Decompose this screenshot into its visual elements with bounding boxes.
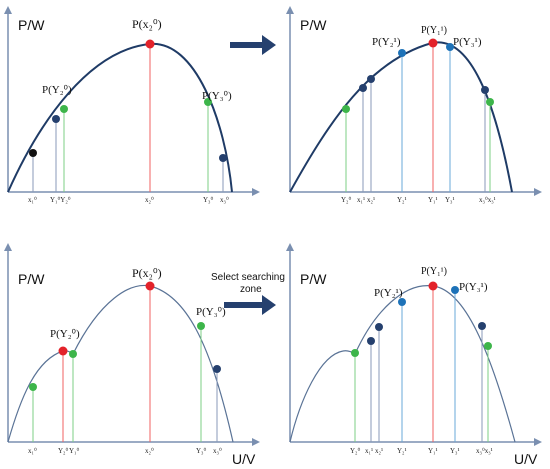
point-y1-red bbox=[428, 281, 438, 291]
point-x3-old-navy bbox=[478, 322, 486, 330]
label-peak: P(Y₁¹) bbox=[421, 266, 447, 277]
point-x2-red bbox=[145, 281, 155, 291]
tick-y1: Y₁¹ bbox=[428, 447, 438, 455]
tick-y2: Y₂⁰ bbox=[58, 447, 68, 455]
label-right: P(Y₃¹) bbox=[459, 281, 488, 293]
tick-x3: x₃⁰ bbox=[213, 447, 222, 455]
label-peak: P(x₂⁰) bbox=[132, 266, 162, 280]
y-axis-label: P/W bbox=[300, 271, 327, 287]
point-x2-navy bbox=[375, 323, 383, 331]
label-left: P(Y₂⁰) bbox=[50, 328, 80, 340]
transition-arrow-bottom bbox=[224, 295, 276, 315]
transition-arrow-top bbox=[230, 35, 276, 55]
point-y2-red bbox=[58, 346, 68, 356]
point-y1-navy bbox=[52, 115, 60, 123]
panel-top-right: P/W P(Y₁¹) P(Y₂¹) P(Y₃¹) Y₂⁰ x₁¹ x₂¹ Y₂¹… bbox=[286, 6, 542, 204]
point-x3-navy bbox=[219, 154, 227, 162]
point-y2-green bbox=[60, 105, 68, 113]
tick-x2: x₂⁰ bbox=[145, 196, 154, 204]
label-peak: P(Y₁¹) bbox=[421, 25, 447, 36]
tick-y2: Y₂¹ bbox=[397, 447, 407, 455]
tick-y1: Y₁¹ bbox=[428, 196, 438, 204]
tick-y2-old: Y₂⁰ bbox=[350, 447, 360, 455]
point-x2-navy bbox=[367, 75, 375, 83]
point-y1-red bbox=[428, 38, 438, 48]
label-peak: P(x₂⁰) bbox=[132, 17, 162, 31]
panel-top-left: P/W P(x₂⁰) P(Y₂⁰) P(Y₃⁰) x₁⁰ Y₁⁰Y₂⁰ x₂⁰ … bbox=[4, 6, 260, 204]
arrow-caption-line2: zone bbox=[240, 284, 262, 295]
tick-x3: x₃⁰ bbox=[220, 196, 229, 204]
tick-x3: x₃⁰x₃¹ bbox=[479, 196, 496, 204]
point-x1-black bbox=[29, 149, 37, 157]
tick-x2: x₂¹ bbox=[375, 447, 383, 455]
point-x1-navy bbox=[367, 337, 375, 345]
tick-x2: x₂⁰ bbox=[145, 447, 154, 455]
point-y3-blue bbox=[446, 43, 454, 51]
tick-y1: Y₁⁰ bbox=[69, 447, 79, 455]
tick-y2-old: Y₂⁰ bbox=[341, 196, 351, 204]
x-axis-label: U/V bbox=[514, 451, 538, 467]
label-left: P(Y₂¹) bbox=[372, 36, 401, 48]
point-y3-green bbox=[197, 322, 205, 330]
point-x1-green bbox=[29, 383, 37, 391]
tick-y3: Y₃⁰ bbox=[203, 196, 213, 204]
tick-x1: x₁⁰ bbox=[28, 447, 37, 455]
panel-bottom-right: P/W P(Y₁¹) P(Y₂¹) P(Y₃¹) Y₂⁰ x₁¹ x₂¹ Y₂¹… bbox=[286, 243, 542, 467]
pv-curve bbox=[7, 42, 233, 193]
tick-y3: Y₃¹ bbox=[445, 196, 455, 204]
tick-x1: x₁¹ bbox=[365, 447, 373, 455]
arrow-caption-line1: Select searching bbox=[211, 272, 285, 283]
y-axis-label: P/W bbox=[18, 271, 45, 287]
tick-y3: Y₃¹ bbox=[450, 447, 460, 455]
label-right: P(Y₃⁰) bbox=[202, 90, 232, 102]
x-axis-label: U/V bbox=[232, 451, 256, 467]
tick-x3: x₃⁰x₃¹ bbox=[476, 447, 493, 455]
point-x2-red bbox=[145, 39, 155, 49]
tick-y3: Y₃⁰ bbox=[196, 447, 206, 455]
point-y2-old-green bbox=[351, 349, 359, 357]
label-right: P(Y₃⁰) bbox=[196, 306, 226, 318]
point-y2-old-green bbox=[342, 105, 350, 113]
tick-y2: Y₂¹ bbox=[397, 196, 407, 204]
point-x3-old-navy bbox=[481, 86, 489, 94]
pv-curve bbox=[289, 41, 513, 193]
point-y3-blue bbox=[451, 286, 459, 294]
point-x3-green bbox=[484, 342, 492, 350]
point-x3-green bbox=[486, 98, 494, 106]
y-axis-label: P/W bbox=[300, 17, 327, 33]
point-y2-blue bbox=[398, 298, 406, 306]
pv-curve bbox=[7, 284, 234, 443]
point-x1-navy bbox=[359, 84, 367, 92]
point-y2-blue bbox=[398, 49, 406, 57]
tick-y1y2: Y₁⁰Y₂⁰ bbox=[50, 196, 71, 204]
label-left: P(Y₂⁰) bbox=[42, 84, 72, 96]
label-right: P(Y₃¹) bbox=[453, 36, 482, 48]
tick-x2: x₂¹ bbox=[367, 196, 375, 204]
tick-x1: x₁⁰ bbox=[28, 196, 37, 204]
tick-x1: x₁¹ bbox=[357, 196, 365, 204]
y-axis-label: P/W bbox=[18, 17, 45, 33]
point-y1-green bbox=[69, 350, 77, 358]
point-y3-green bbox=[204, 98, 212, 106]
point-x3-navy bbox=[213, 365, 221, 373]
panel-bottom-left: P/W P(x₂⁰) P(Y₂⁰) P(Y₃⁰) x₁⁰ Y₂⁰ Y₁⁰ x₂⁰… bbox=[4, 243, 260, 467]
label-left: P(Y₂¹) bbox=[374, 287, 403, 299]
pv-curve bbox=[289, 285, 516, 443]
